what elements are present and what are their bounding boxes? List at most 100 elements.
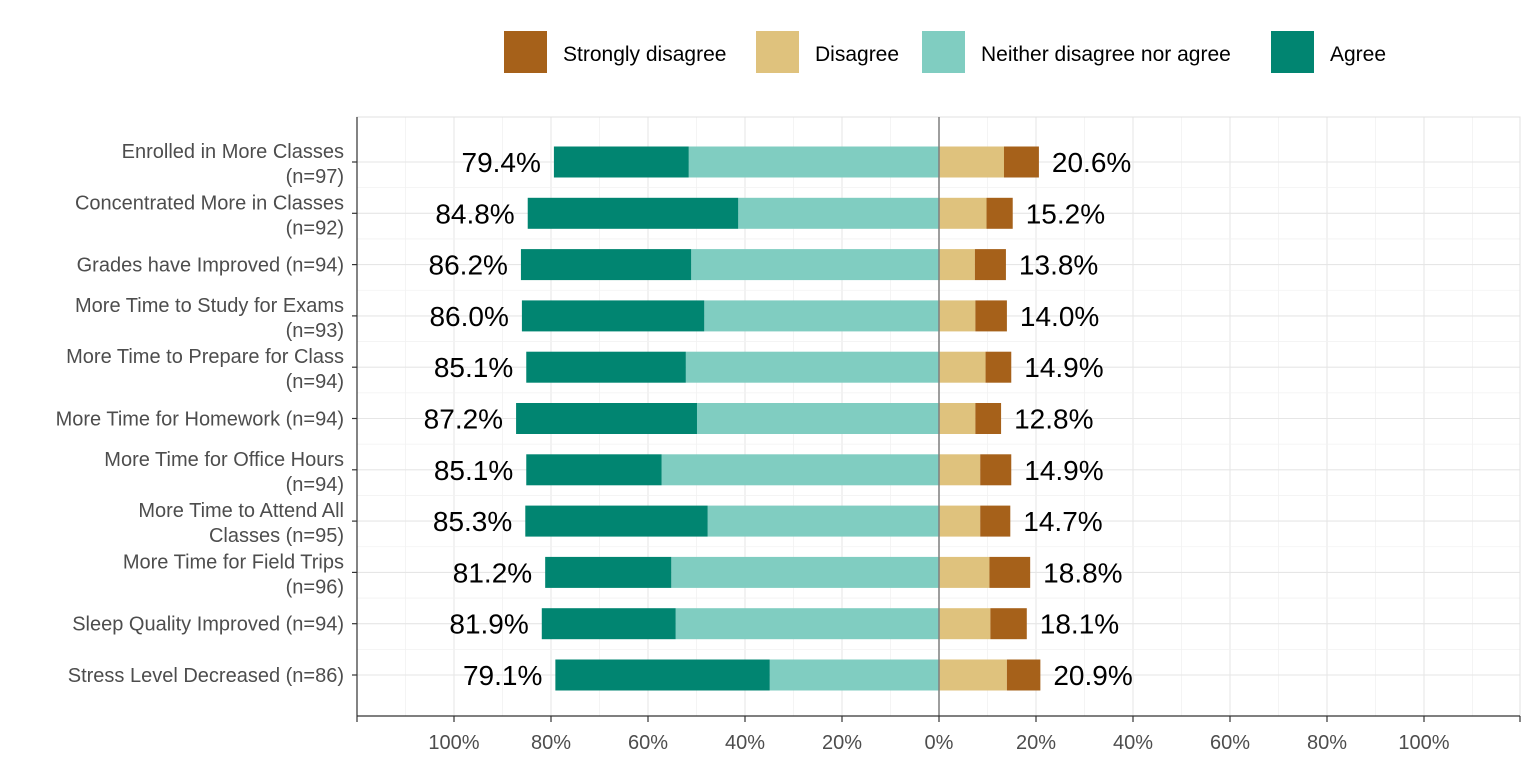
- legend-label: Disagree: [815, 43, 899, 66]
- category-label: Sleep Quality Improved (n=94): [72, 614, 344, 636]
- legend: Strongly disagree Disagree Neither disagre…: [504, 31, 1386, 73]
- right-percent-label: 14.0%: [1020, 301, 1099, 332]
- left-percent-label: 79.1%: [463, 660, 542, 691]
- bar-agree: [555, 659, 770, 691]
- bar-neither-disagree-nor-agree: [738, 197, 939, 229]
- bar-agree: [516, 403, 697, 434]
- bar-disagree: [939, 403, 976, 434]
- right-percent-label: 13.8%: [1019, 250, 1098, 281]
- bar-disagree: [939, 197, 987, 229]
- bar-neither-disagree-nor-agree: [661, 454, 939, 486]
- left-percent-label: 79.4%: [462, 147, 541, 178]
- x-tick-label: 80%: [531, 732, 571, 754]
- bar-agree: [526, 454, 662, 486]
- bar-disagree: [939, 146, 1004, 178]
- bar-strongly-disagree: [985, 351, 1012, 383]
- legend-key: [504, 31, 547, 73]
- right-percent-label: 14.9%: [1024, 352, 1103, 383]
- left-percent-label: 81.9%: [449, 609, 528, 640]
- bar-strongly-disagree: [1003, 146, 1039, 178]
- left-percent-label: 85.1%: [434, 352, 513, 383]
- category-label: More Time for Office Hours: [104, 449, 344, 471]
- bar-strongly-disagree: [975, 300, 1007, 332]
- right-percent-label: 18.8%: [1043, 557, 1122, 588]
- bar-neither-disagree-nor-agree: [671, 556, 939, 588]
- bar-agree: [526, 351, 686, 383]
- right-percent-label: 12.8%: [1014, 404, 1093, 435]
- right-percent-label: 18.1%: [1040, 609, 1119, 640]
- bar-agree: [545, 556, 672, 588]
- legend-key: [756, 31, 799, 73]
- x-tick-label: 60%: [628, 732, 668, 754]
- bar-neither-disagree-nor-agree: [769, 659, 939, 691]
- left-percent-label: 86.2%: [429, 250, 508, 281]
- x-tick-label: 20%: [822, 732, 862, 754]
- bar-agree: [525, 505, 708, 537]
- right-percent-label: 20.6%: [1052, 147, 1131, 178]
- bar-strongly-disagree: [980, 454, 1012, 486]
- x-tick-label: 40%: [1113, 732, 1153, 754]
- bar-neither-disagree-nor-agree: [691, 249, 939, 281]
- category-label-n: (n=97): [286, 166, 344, 188]
- bar-disagree: [939, 249, 975, 281]
- category-label: More Time to Study for Exams: [75, 295, 344, 317]
- legend-label: Neither disagree nor agree: [981, 43, 1231, 66]
- bar-neither-disagree-nor-agree: [685, 351, 939, 383]
- bar-disagree: [939, 351, 986, 383]
- category-label-n: (n=94): [286, 371, 344, 393]
- category-label: More Time to Prepare for Class: [66, 346, 344, 368]
- bar-neither-disagree-nor-agree: [704, 300, 939, 332]
- x-tick-label: 80%: [1307, 732, 1347, 754]
- bars: [516, 146, 1041, 691]
- bar-disagree: [939, 659, 1007, 691]
- bar-neither-disagree-nor-agree: [688, 146, 939, 178]
- bar-disagree: [939, 608, 991, 640]
- left-percent-label: 86.0%: [429, 301, 508, 332]
- bar-strongly-disagree: [975, 403, 1002, 434]
- x-tick-label: 0%: [925, 732, 954, 754]
- left-percent-label: 85.1%: [434, 455, 513, 486]
- bar-strongly-disagree: [990, 608, 1027, 640]
- bar-neither-disagree-nor-agree: [707, 505, 939, 537]
- percent-labels: 79.4% 20.6% 84.8% 15.2% 86.2% 13.8% 86.0% 14.0%…: [424, 147, 1133, 691]
- x-tick-label: 100%: [1398, 732, 1449, 754]
- x-tick-label: 20%: [1016, 732, 1056, 754]
- bar-strongly-disagree: [980, 505, 1011, 537]
- bar-strongly-disagree: [1006, 659, 1041, 691]
- category-label-n: (n=94): [286, 474, 344, 496]
- category-label-n: Classes (n=95): [209, 525, 344, 547]
- right-percent-label: 14.7%: [1023, 506, 1102, 537]
- right-percent-label: 20.9%: [1053, 660, 1132, 691]
- x-tick-label: 60%: [1210, 732, 1250, 754]
- bar-agree: [520, 249, 692, 281]
- category-label-n: (n=93): [286, 320, 344, 342]
- category-labels: Enrolled in More Classes (n=97) Concentrat…: [56, 141, 344, 687]
- bar-neither-disagree-nor-agree: [696, 403, 939, 434]
- bar-strongly-disagree: [986, 197, 1013, 229]
- legend-label: Agree: [1330, 43, 1386, 66]
- category-label: Concentrated More in Classes: [75, 192, 344, 214]
- bar-agree: [527, 197, 739, 229]
- bar-agree: [521, 300, 705, 332]
- bar-agree: [541, 608, 676, 640]
- right-percent-label: 15.2%: [1026, 198, 1105, 229]
- category-label-n: (n=96): [286, 576, 344, 598]
- left-percent-label: 87.2%: [424, 404, 503, 435]
- bar-disagree: [939, 454, 981, 486]
- category-label: More Time for Homework (n=94): [56, 409, 344, 431]
- left-percent-label: 81.2%: [453, 557, 532, 588]
- left-percent-label: 84.8%: [435, 198, 514, 229]
- legend-key: [922, 31, 965, 73]
- bar-disagree: [939, 556, 990, 588]
- left-percent-label: 85.3%: [433, 506, 512, 537]
- x-tick-label: 100%: [428, 732, 479, 754]
- bar-disagree: [939, 300, 976, 332]
- x-tick-label: 40%: [725, 732, 765, 754]
- right-percent-label: 14.9%: [1024, 455, 1103, 486]
- bar-neither-disagree-nor-agree: [675, 608, 939, 640]
- category-label: More Time to Attend All: [138, 500, 344, 522]
- axes: 100% 80% 60% 40% 20% 0% 20% 40% 60% 80% 100%: [352, 117, 1521, 754]
- bar-strongly-disagree: [974, 249, 1006, 281]
- bar-strongly-disagree: [989, 556, 1031, 588]
